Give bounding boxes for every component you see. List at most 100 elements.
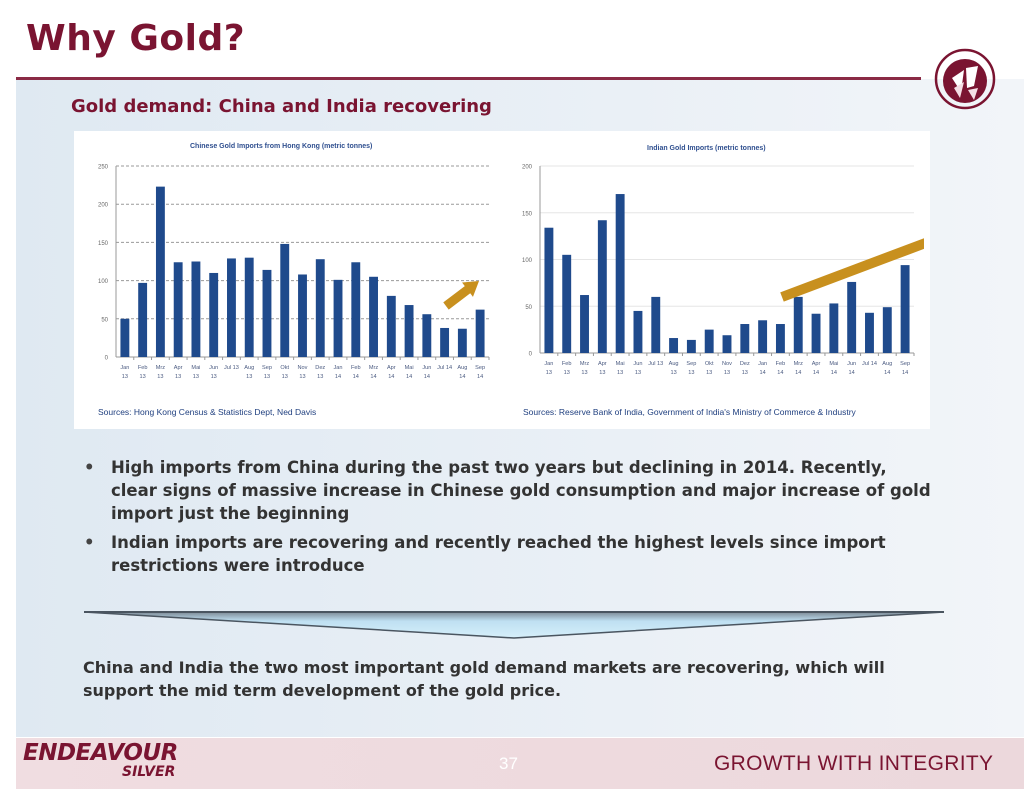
bar: [191, 261, 201, 357]
x-tick-label: Jan: [120, 365, 129, 371]
bar: [704, 329, 714, 353]
y-tick-label: 50: [101, 317, 108, 323]
x-tick-label: Aug: [669, 361, 679, 367]
x-tick-label: 13: [211, 374, 217, 380]
x-tick-label: Mrz: [369, 365, 379, 371]
x-tick-label: Mrz: [580, 361, 590, 367]
x-tick-label: 14: [902, 370, 908, 376]
y-tick-label: 0: [529, 352, 533, 358]
x-tick-label: Jun: [847, 361, 856, 367]
bar: [651, 296, 661, 353]
bar: [615, 194, 625, 353]
bar: [775, 324, 785, 353]
x-tick-label: Feb: [562, 361, 572, 367]
bar: [120, 318, 130, 357]
bar: [829, 303, 839, 353]
x-tick-label: 14: [335, 374, 341, 380]
x-tick-label: 13: [706, 370, 712, 376]
x-tick-label: 13: [157, 374, 163, 380]
x-tick-label: 14: [831, 370, 837, 376]
x-tick-label: 13: [564, 370, 570, 376]
bar: [847, 281, 857, 353]
x-tick-label: 14: [388, 374, 394, 380]
bullet-text: Indian imports are recovering and recent…: [111, 533, 886, 575]
y-tick-label: 50: [525, 305, 532, 311]
x-tick-label: 13: [264, 374, 270, 380]
x-tick-label: 14: [406, 374, 412, 380]
bar: [440, 327, 450, 357]
footer-bar: [16, 737, 1024, 789]
bar: [580, 295, 589, 353]
bar: [262, 269, 272, 357]
down-chevron-band: [84, 611, 944, 639]
bar: [280, 243, 290, 357]
x-tick-label: 13: [193, 374, 199, 380]
india-chart-title: Indian Gold Imports (metric tonnes): [647, 145, 766, 152]
x-tick-label: Aug: [457, 365, 467, 371]
x-tick-label: Mai: [405, 365, 414, 371]
x-tick-label: 14: [353, 374, 359, 380]
x-tick-label: 14: [777, 370, 783, 376]
x-tick-label: Feb: [776, 361, 786, 367]
x-tick-label: 13: [317, 374, 323, 380]
bar: [422, 314, 432, 357]
brand-logo-silver: SILVER: [122, 764, 176, 780]
x-tick-label: Sep: [686, 361, 696, 367]
x-tick-label: Apr: [174, 365, 183, 371]
x-tick-label: Jun: [422, 365, 431, 371]
bar: [404, 305, 414, 357]
x-tick-label: Okt: [280, 365, 289, 371]
bar: [597, 220, 607, 353]
bar: [882, 307, 892, 353]
x-tick-label: Apr: [598, 361, 607, 367]
bar: [173, 262, 183, 357]
bar: [138, 282, 148, 357]
bar: [386, 295, 396, 357]
bar: [209, 272, 219, 357]
y-tick-label: 100: [98, 279, 109, 285]
x-tick-label: Aug: [244, 365, 254, 371]
india-chart-source: Sources: Reserve Bank of India, Governme…: [523, 407, 856, 417]
bar: [793, 296, 803, 353]
x-tick-label: 14: [370, 374, 376, 380]
x-tick-label: 14: [849, 370, 855, 376]
x-tick-label: Jan: [544, 361, 553, 367]
x-tick-label: Okt: [705, 361, 714, 367]
x-tick-label: 13: [299, 374, 305, 380]
x-tick-label: 14: [760, 370, 766, 376]
x-tick-label: Jun: [209, 365, 218, 371]
y-tick-label: 150: [98, 241, 109, 247]
x-tick-label: 13: [175, 374, 181, 380]
bar: [722, 335, 732, 353]
china-imports-chart: 0 50 100 150 200 250 Jan 13 Feb 13 Mrz 13 Apr 13 Mai 13…: [98, 165, 490, 380]
india-imports-chart: 0 50 100 150 200 Jan 13 Feb 13 Mrz 13 Apr 13 Mai 13 Jun…: [522, 165, 924, 376]
x-tick-label: Dez: [740, 361, 750, 367]
bar: [686, 339, 696, 353]
x-tick-label: Mai: [616, 361, 625, 367]
bar: [562, 254, 572, 353]
x-tick-label: 13: [581, 370, 587, 376]
x-tick-label: 13: [140, 374, 146, 380]
x-tick-label: Mrz: [156, 365, 166, 371]
x-tick-label: 13: [599, 370, 605, 376]
y-tick-label: 200: [98, 203, 109, 209]
slide-title: Why Gold?: [26, 18, 246, 59]
bar: [633, 310, 643, 353]
x-tick-label: 13: [546, 370, 552, 376]
bar: [369, 276, 378, 357]
china-chart-source: Sources: Hong Kong Census & Statistics D…: [98, 407, 317, 417]
x-tick-label: 13: [246, 374, 252, 380]
x-tick-label: 13: [742, 370, 748, 376]
title-divider: [16, 77, 921, 80]
brand-logo-endeavour: ENDEAVOUR: [23, 740, 178, 766]
x-tick-label: Feb: [351, 365, 361, 371]
x-tick-label: 13: [122, 374, 128, 380]
bar: [865, 312, 874, 353]
x-tick-label: Nov: [722, 361, 732, 367]
x-tick-label: Jan: [758, 361, 767, 367]
x-tick-label: Jul 14: [437, 365, 452, 371]
x-tick-label: Sep: [475, 365, 485, 371]
bullet-text: High imports from China during the past …: [111, 458, 931, 523]
bar: [298, 274, 307, 357]
bullet-item: • Indian imports are recovering and rece…: [84, 531, 934, 577]
